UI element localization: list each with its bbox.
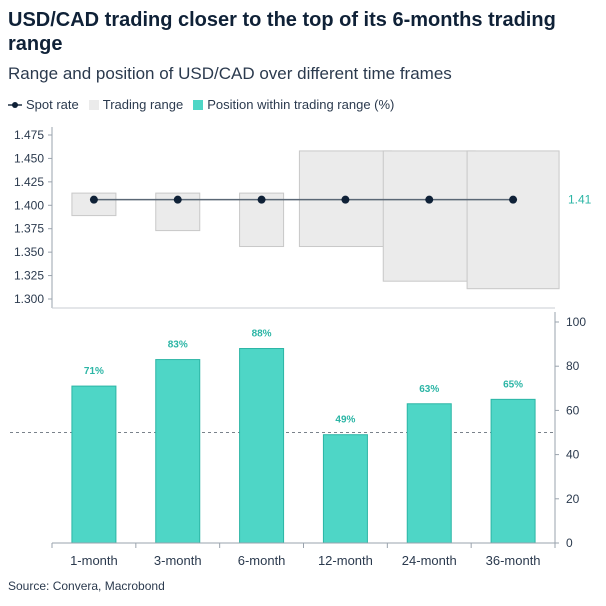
top-y-tick-label: 1.325 [14,269,44,283]
chart-subtitle: Range and position of USD/CAD over diffe… [8,64,452,83]
spot-point [425,195,434,204]
position-bar [71,385,117,544]
range-box [71,192,117,217]
x-category-label: 6-month [238,553,286,568]
x-category-label: 24-month [402,553,457,568]
legend-item-position: Position within trading range (%) [193,97,394,112]
range-box [382,150,476,282]
bottom-y-tick-label: 0 [566,536,573,550]
top-y-tick-label: 1.400 [14,198,44,212]
spot-point [509,195,518,204]
top-y-tick-label: 1.350 [14,245,44,259]
legend-item-range: Trading range [88,97,184,112]
bottom-y-tick-label: 80 [566,359,580,373]
bar-value-label: 83% [168,340,188,351]
top-y-tick-label: 1.475 [14,128,44,142]
bar-value-label: 88% [252,329,272,340]
top-y-tick-label: 1.300 [14,292,44,306]
position-bar [406,403,452,544]
legend-label-spot: Spot rate [26,97,79,112]
legend: Spot rate Trading range Position within … [8,97,394,112]
legend-label-range: Trading range [102,97,184,112]
bar-value-label: 49% [335,415,355,426]
spot-point [341,195,350,204]
legend-label-position: Position within trading range (%) [207,97,395,112]
bar-value-label: 71% [84,366,104,377]
bottom-y-tick-label: 60 [566,403,580,417]
position-bar [239,348,285,544]
bottom-y-tick-label: 100 [566,315,586,329]
spot-line-swatch-icon [8,100,22,110]
x-category-label: 1-month [70,553,118,568]
bar-value-label: 63% [419,384,439,395]
position-bar [322,434,368,544]
top-y-tick-label: 1.375 [14,222,44,236]
source-note: Source: Convera, Macrobond [8,579,165,593]
top-y-tick-label: 1.425 [14,175,44,189]
legend-item-spot: Spot rate [8,97,79,112]
x-category-label: 12-month [318,553,373,568]
range-swatch-icon [88,99,99,110]
position-swatch-icon [193,99,204,110]
top-y-tick-label: 1.450 [14,151,44,165]
x-category-label: 36-month [486,553,541,568]
position-bar [490,398,536,544]
position-bar [155,359,201,544]
spot-point [173,195,182,204]
bottom-y-tick-label: 20 [566,492,580,506]
x-category-label: 3-month [154,553,202,568]
bar-value-label: 65% [503,379,523,390]
spot-point [89,195,98,204]
range-box [466,150,560,290]
bottom-y-tick-label: 40 [566,448,580,462]
chart-title: USD/CAD trading closer to the top of its… [8,9,556,55]
spot-point [257,195,266,204]
spot-rate-label: 1.41 [568,193,592,207]
